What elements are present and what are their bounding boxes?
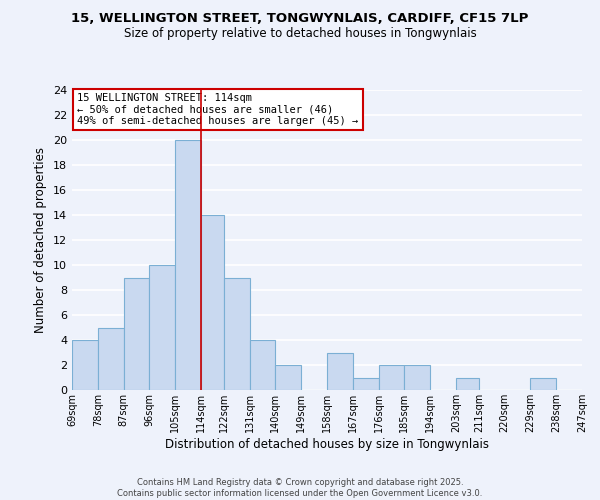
Bar bbox=[327, 352, 353, 390]
Bar bbox=[275, 365, 301, 390]
Bar bbox=[72, 340, 98, 390]
Bar bbox=[456, 378, 479, 390]
Text: 15 WELLINGTON STREET: 114sqm
← 50% of detached houses are smaller (46)
49% of se: 15 WELLINGTON STREET: 114sqm ← 50% of de… bbox=[77, 93, 358, 126]
Bar bbox=[530, 378, 556, 390]
Bar bbox=[404, 365, 430, 390]
Bar bbox=[175, 140, 201, 390]
Bar bbox=[124, 278, 149, 390]
Bar bbox=[224, 278, 250, 390]
Text: 15, WELLINGTON STREET, TONGWYNLAIS, CARDIFF, CF15 7LP: 15, WELLINGTON STREET, TONGWYNLAIS, CARD… bbox=[71, 12, 529, 26]
Bar bbox=[379, 365, 404, 390]
Text: Size of property relative to detached houses in Tongwynlais: Size of property relative to detached ho… bbox=[124, 28, 476, 40]
X-axis label: Distribution of detached houses by size in Tongwynlais: Distribution of detached houses by size … bbox=[165, 438, 489, 450]
Bar bbox=[353, 378, 379, 390]
Bar bbox=[149, 265, 175, 390]
Y-axis label: Number of detached properties: Number of detached properties bbox=[34, 147, 47, 333]
Bar bbox=[98, 328, 124, 390]
Bar bbox=[201, 215, 224, 390]
Text: Contains HM Land Registry data © Crown copyright and database right 2025.
Contai: Contains HM Land Registry data © Crown c… bbox=[118, 478, 482, 498]
Bar bbox=[250, 340, 275, 390]
